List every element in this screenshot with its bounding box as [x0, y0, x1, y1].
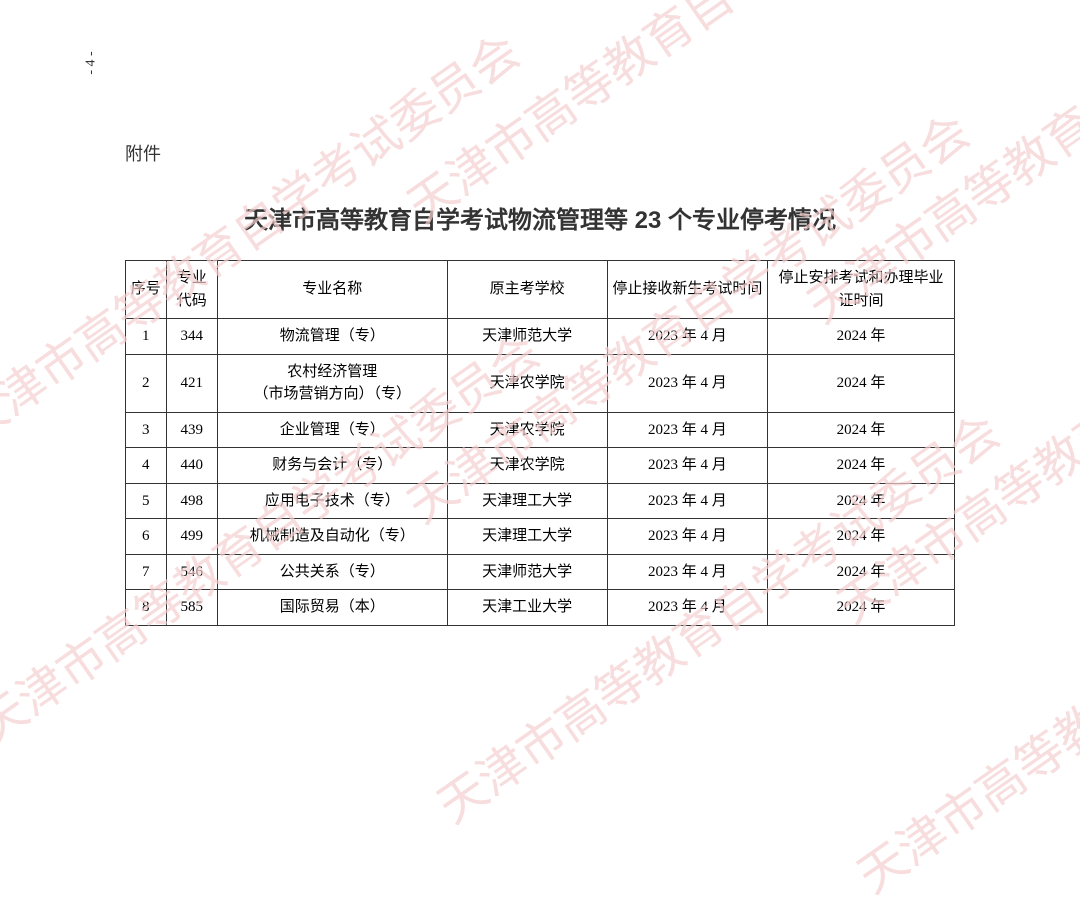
header-stop-enroll: 停止接收新生考试时间: [607, 261, 767, 319]
cell-name: 企业管理（专）: [217, 412, 447, 448]
cell-seq: 5: [126, 483, 167, 519]
cell-school: 天津师范大学: [447, 554, 607, 590]
cell-stop-enroll: 2023 年 4 月: [607, 554, 767, 590]
cell-code: 344: [166, 319, 217, 355]
cell-school: 天津农学院: [447, 448, 607, 484]
cell-code: 421: [166, 354, 217, 412]
cell-name: 财务与会计（专）: [217, 448, 447, 484]
cell-seq: 4: [126, 448, 167, 484]
header-stop-exam: 停止安排考试和办理毕业证时间: [768, 261, 955, 319]
header-name: 专业名称: [217, 261, 447, 319]
cell-seq: 3: [126, 412, 167, 448]
cell-seq: 7: [126, 554, 167, 590]
cell-seq: 8: [126, 590, 167, 626]
cell-name: 农村经济管理（市场营销方向）（专）: [217, 354, 447, 412]
table-header-row: 序号 专业代码 专业名称 原主考学校 停止接收新生考试时间 停止安排考试和办理毕…: [126, 261, 955, 319]
cell-stop-exam: 2024 年: [768, 354, 955, 412]
cell-stop-exam: 2024 年: [768, 412, 955, 448]
cell-school: 天津理工大学: [447, 483, 607, 519]
table-row: 1344物流管理（专）天津师范大学2023 年 4 月2024 年: [126, 319, 955, 355]
cell-school: 天津农学院: [447, 354, 607, 412]
cell-name: 公共关系（专）: [217, 554, 447, 590]
table-row: 8585国际贸易（本）天津工业大学2023 年 4 月2024 年: [126, 590, 955, 626]
cell-stop-exam: 2024 年: [768, 519, 955, 555]
cell-stop-enroll: 2023 年 4 月: [607, 519, 767, 555]
cell-code: 585: [166, 590, 217, 626]
cell-code: 440: [166, 448, 217, 484]
cell-seq: 6: [126, 519, 167, 555]
cell-stop-enroll: 2023 年 4 月: [607, 354, 767, 412]
cell-stop-enroll: 2023 年 4 月: [607, 448, 767, 484]
cell-stop-enroll: 2023 年 4 月: [607, 412, 767, 448]
cell-stop-exam: 2024 年: [768, 590, 955, 626]
cell-stop-exam: 2024 年: [768, 319, 955, 355]
cell-name: 机械制造及自动化（专）: [217, 519, 447, 555]
cell-code: 546: [166, 554, 217, 590]
header-seq: 序号: [126, 261, 167, 319]
cell-stop-enroll: 2023 年 4 月: [607, 483, 767, 519]
cell-seq: 1: [126, 319, 167, 355]
cell-stop-enroll: 2023 年 4 月: [607, 319, 767, 355]
header-school: 原主考学校: [447, 261, 607, 319]
table-row: 5498应用电子技术（专）天津理工大学2023 年 4 月2024 年: [126, 483, 955, 519]
table-container: 序号 专业代码 专业名称 原主考学校 停止接收新生考试时间 停止安排考试和办理毕…: [125, 260, 955, 626]
table-row: 3439企业管理（专）天津农学院2023 年 4 月2024 年: [126, 412, 955, 448]
cell-school: 天津理工大学: [447, 519, 607, 555]
cell-school: 天津师范大学: [447, 319, 607, 355]
table-row: 7546公共关系（专）天津师范大学2023 年 4 月2024 年: [126, 554, 955, 590]
cell-code: 498: [166, 483, 217, 519]
cell-school: 天津工业大学: [447, 590, 607, 626]
page-number: - 4 -: [84, 51, 100, 74]
majors-table: 序号 专业代码 专业名称 原主考学校 停止接收新生考试时间 停止安排考试和办理毕…: [125, 260, 955, 626]
table-row: 4440财务与会计（专）天津农学院2023 年 4 月2024 年: [126, 448, 955, 484]
cell-stop-exam: 2024 年: [768, 554, 955, 590]
table-row: 2421农村经济管理（市场营销方向）（专）天津农学院2023 年 4 月2024…: [126, 354, 955, 412]
cell-name: 物流管理（专）: [217, 319, 447, 355]
table-row: 6499机械制造及自动化（专）天津理工大学2023 年 4 月2024 年: [126, 519, 955, 555]
cell-stop-enroll: 2023 年 4 月: [607, 590, 767, 626]
attachment-label: 附件: [125, 140, 161, 166]
page-title: 天津市高等教育自学考试物流管理等 23 个专业停考情况: [0, 200, 1080, 235]
cell-code: 499: [166, 519, 217, 555]
cell-name: 应用电子技术（专）: [217, 483, 447, 519]
header-code: 专业代码: [166, 261, 217, 319]
cell-stop-exam: 2024 年: [768, 448, 955, 484]
cell-school: 天津农学院: [447, 412, 607, 448]
cell-name: 国际贸易（本）: [217, 590, 447, 626]
cell-stop-exam: 2024 年: [768, 483, 955, 519]
cell-code: 439: [166, 412, 217, 448]
cell-seq: 2: [126, 354, 167, 412]
